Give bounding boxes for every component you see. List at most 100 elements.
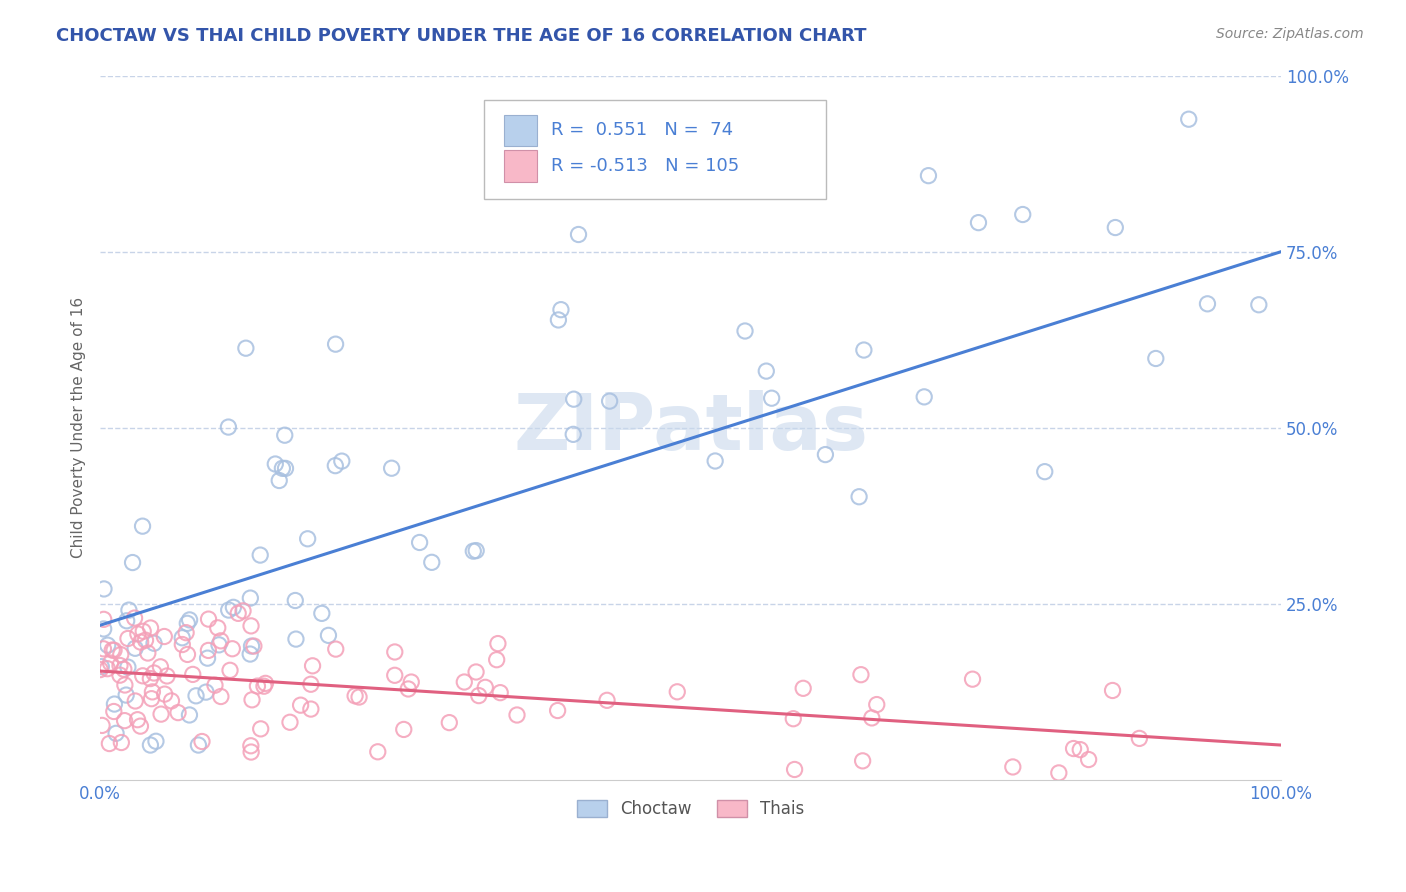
Point [101, 643, 124, 657]
Point [103, 705, 125, 719]
Point [143, 636, 166, 650]
Point [240, 693, 263, 707]
Point [249, 548, 271, 562]
Point [239, 739, 262, 753]
Text: CHOCTAW VS THAI CHILD POVERTY UNDER THE AGE OF 16 CORRELATION CHART: CHOCTAW VS THAI CHILD POVERTY UNDER THE … [56, 27, 866, 45]
Point [860, 711, 883, 725]
Point [118, 603, 141, 617]
Point [1011, 207, 1033, 221]
Point [297, 532, 319, 546]
Point [439, 715, 461, 730]
Point [124, 694, 146, 708]
Point [181, 667, 204, 681]
Point [197, 612, 219, 626]
Point [274, 461, 297, 475]
Point [318, 628, 340, 642]
Point [108, 668, 131, 682]
Text: R =  0.551   N =  74: R = 0.551 N = 74 [551, 121, 734, 139]
Point [734, 324, 756, 338]
Point [550, 302, 572, 317]
Point [208, 638, 231, 652]
Point [271, 461, 294, 475]
Point [323, 458, 346, 473]
Point [278, 715, 301, 730]
Point [453, 675, 475, 690]
Point [89, 663, 111, 677]
Point [197, 651, 219, 665]
Point [207, 621, 229, 635]
Y-axis label: Child Poverty Under the Age of 16: Child Poverty Under the Age of 16 [72, 297, 86, 558]
Point [90, 659, 112, 673]
Point [1077, 753, 1099, 767]
Point [115, 688, 138, 702]
Point [167, 706, 190, 720]
Point [240, 639, 263, 653]
Point [325, 337, 347, 351]
Point [93, 641, 115, 656]
Point [254, 676, 277, 690]
Point [381, 461, 404, 475]
Point [596, 693, 619, 707]
Point [218, 603, 240, 617]
Point [367, 745, 389, 759]
Point [98, 737, 121, 751]
Point [191, 734, 214, 748]
Point [704, 454, 727, 468]
Point [547, 313, 569, 327]
Point [962, 672, 984, 686]
Point [179, 613, 201, 627]
Point [103, 697, 125, 711]
Point [465, 665, 488, 679]
Point [103, 643, 125, 657]
Point [792, 681, 814, 696]
Point [761, 391, 783, 405]
Point [852, 343, 875, 357]
Point [114, 678, 136, 692]
Point [301, 658, 323, 673]
Point [112, 662, 135, 676]
Point [131, 519, 153, 533]
Point [221, 641, 243, 656]
Point [91, 718, 114, 732]
Point [209, 633, 232, 648]
Point [100, 656, 122, 670]
Point [93, 582, 115, 596]
Point [108, 658, 131, 673]
Point [143, 665, 166, 680]
Point [474, 681, 496, 695]
Point [187, 738, 209, 752]
Point [917, 169, 939, 183]
Point [848, 490, 870, 504]
Point [117, 660, 139, 674]
Point [141, 691, 163, 706]
Point [176, 616, 198, 631]
Point [489, 686, 512, 700]
Point [222, 600, 245, 615]
Point [468, 689, 491, 703]
Point [149, 660, 172, 674]
Point [160, 694, 183, 708]
Point [136, 646, 159, 660]
Point [141, 685, 163, 699]
Point [209, 690, 232, 704]
Point [485, 653, 508, 667]
Point [311, 607, 333, 621]
Point [967, 216, 990, 230]
FancyBboxPatch shape [503, 115, 537, 146]
Point [384, 668, 406, 682]
Point [219, 663, 242, 677]
Point [127, 627, 149, 641]
Point [129, 719, 152, 733]
Point [814, 448, 837, 462]
Point [153, 630, 176, 644]
Point [93, 612, 115, 626]
Point [246, 679, 269, 693]
Point [124, 641, 146, 656]
Point [139, 738, 162, 752]
Point [1033, 465, 1056, 479]
Point [567, 227, 589, 242]
Point [782, 712, 804, 726]
Point [172, 638, 194, 652]
Point [1063, 741, 1085, 756]
Point [392, 723, 415, 737]
